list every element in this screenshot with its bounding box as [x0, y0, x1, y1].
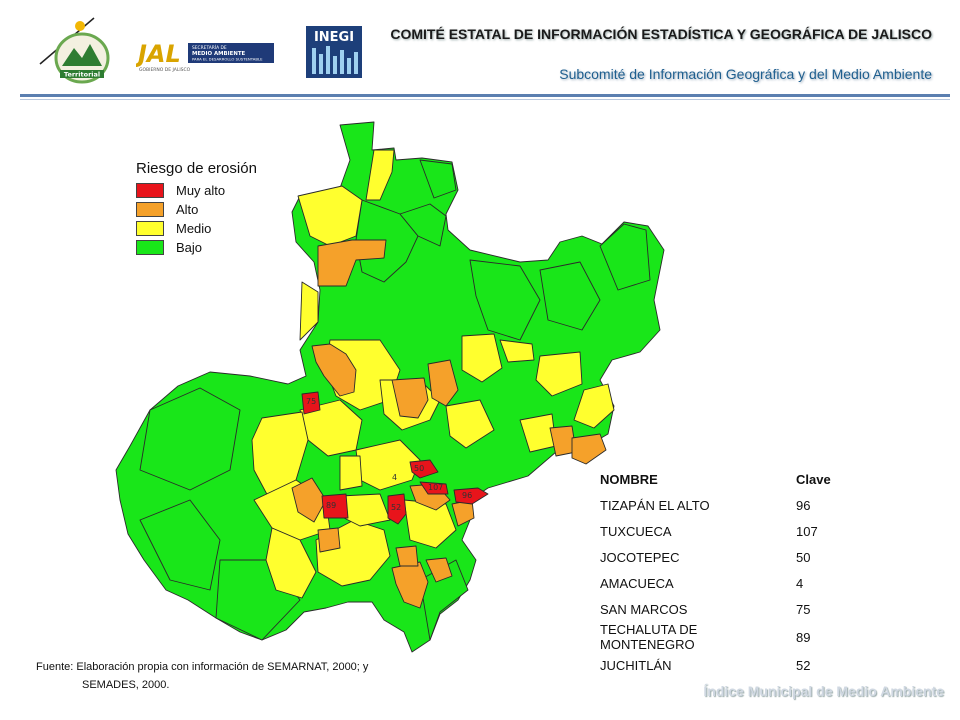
map-label-107: 107: [428, 483, 443, 492]
municipio-107: [419, 481, 449, 495]
cell-clave: 4: [796, 575, 804, 591]
legend-item-medio: Medio: [136, 219, 257, 238]
legend-label: Medio: [176, 221, 212, 236]
map-label-89: 89: [326, 501, 336, 510]
table-row: TIZAPÁN EL ALTO 96: [596, 492, 856, 518]
cell-nombre: SAN MARCOS: [600, 601, 688, 617]
cell-clave: 107: [796, 523, 818, 539]
table-row: JUCHITLÁN 52: [596, 652, 856, 678]
source-line-1: Fuente: Elaboración propia con informaci…: [36, 661, 369, 673]
cell-nombre: JUCHITLÁN: [600, 657, 672, 673]
footer-title: Índice Municipal de Medio Ambiente: [703, 683, 944, 699]
semades-line2: MEDIO AMBIENTE: [192, 51, 246, 57]
table-row: SAN MARCOS 75: [596, 596, 856, 622]
cell-nombre: TIZAPÁN EL ALTO: [600, 497, 710, 513]
inegi-logo-text: INEGI: [314, 30, 354, 45]
legend-item-muy-alto: Muy alto: [136, 181, 257, 200]
legend-swatch: [136, 240, 164, 255]
municipio-50: [409, 459, 439, 479]
jalisco-logo-text: JAL: [136, 40, 181, 68]
table-header-row: NOMBRE Clave: [596, 466, 856, 492]
map-legend: Riesgo de erosión Muy alto Alto Medio Ba…: [136, 160, 257, 257]
map-label-75: 75: [306, 397, 316, 406]
map-label-4: 4: [392, 473, 397, 482]
cell-clave: 89: [796, 629, 811, 645]
cell-clave: 52: [796, 657, 811, 673]
legend-swatch: [136, 183, 164, 198]
column-header-clave: Clave: [796, 471, 831, 487]
territorial-logo-text: Territorial: [64, 71, 100, 79]
map-label-50: 50: [414, 464, 424, 473]
municipio-96: [453, 487, 489, 505]
jalisco-erosion-map: 75 50 107 96 89 52 4: [115, 121, 665, 653]
legend-label: Bajo: [176, 240, 203, 255]
municipality-table: NOMBRE Clave TIZAPÁN EL ALTO 96 TUXCUECA 1…: [596, 466, 856, 678]
legend-swatch: [136, 202, 164, 217]
table-row: TUXCUECA 107: [596, 518, 856, 544]
territorial-logo: Territorial: [39, 17, 110, 84]
source-line-2: SEMADES, 2000.: [82, 679, 170, 691]
column-header-nombre: NOMBRE: [600, 471, 658, 487]
header-divider: [20, 94, 950, 97]
header-divider-thin: [20, 99, 950, 100]
table-row: JOCOTEPEC 50: [596, 544, 856, 570]
inegi-logo: INEGI: [306, 26, 362, 78]
legend-item-bajo: Bajo: [136, 238, 257, 257]
cell-clave: 96: [796, 497, 811, 513]
semades-line3: PARA EL DESARROLLO SUSTENTABLE: [192, 57, 263, 62]
municipio-89: [321, 493, 349, 519]
legend-label: Alto: [176, 202, 199, 217]
legend-label: Muy alto: [176, 183, 226, 198]
semades-line1: SECRETARÍA DE: [192, 44, 227, 51]
cell-nombre: TUXCUECA: [600, 523, 672, 539]
cell-clave: 75: [796, 601, 811, 617]
jalisco-logo: JAL GOBIERNO DE JALISCO SECRETARÍA DE ME…: [136, 40, 274, 73]
municipio-52: [387, 493, 407, 525]
cell-nombre: JOCOTEPEC: [600, 549, 680, 565]
cell-nombre: TECHALUTA DE MONTENEGRO: [600, 622, 698, 652]
map-label-52: 52: [391, 503, 401, 512]
table-row: AMACUECA 4: [596, 570, 856, 596]
legend-swatch: [136, 221, 164, 236]
municipio-75: [301, 391, 321, 415]
legend-item-alto: Alto: [136, 200, 257, 219]
legend-title: Riesgo de erosión: [136, 160, 257, 177]
map-label-96: 96: [462, 491, 472, 500]
table-row: TECHALUTA DE MONTENEGRO 89: [596, 622, 856, 652]
header-subtitle: Subcomité de Información Geográfica y de…: [559, 66, 932, 82]
jalisco-logo-caption: GOBIERNO DE JALISCO: [139, 67, 191, 73]
header-title: COMITÉ ESTATAL DE INFORMACIÓN ESTADÍSTIC…: [390, 26, 932, 42]
cell-nombre: AMACUECA: [600, 575, 674, 591]
source-note: Fuente: Elaboración propia con informaci…: [36, 658, 368, 694]
cell-clave: 50: [796, 549, 811, 565]
